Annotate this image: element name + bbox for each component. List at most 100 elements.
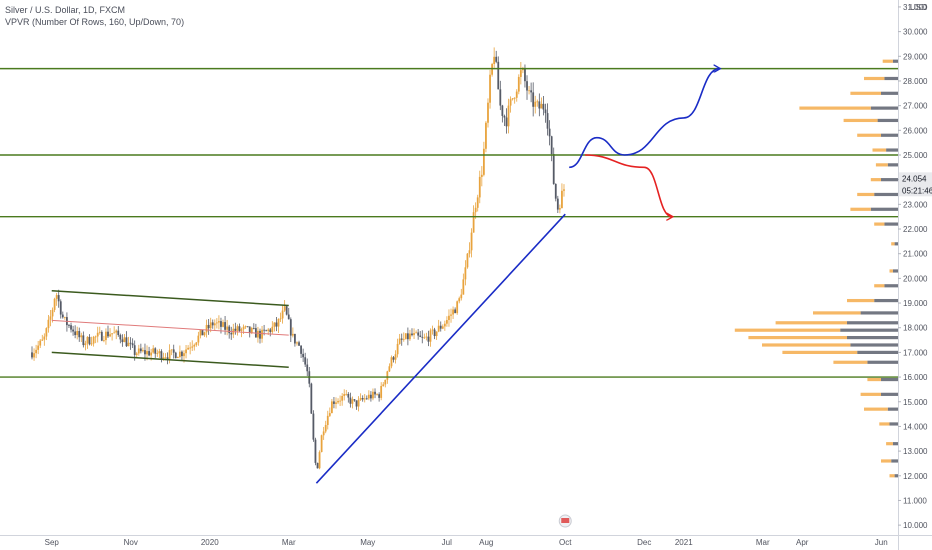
candle-body <box>386 371 389 380</box>
candle-body <box>355 400 358 407</box>
candle-body <box>517 76 520 92</box>
candle-body <box>125 337 128 347</box>
candle-body <box>33 353 35 358</box>
price-tick-label: 23.000 <box>903 200 928 209</box>
channel-upper-line[interactable] <box>51 289 289 307</box>
candle-body <box>349 397 352 404</box>
volume-profile-bar-up <box>833 360 868 364</box>
price-tick-label: 29.000 <box>903 52 928 61</box>
candle-body <box>530 90 533 93</box>
candle-body <box>187 347 190 350</box>
trendline[interactable] <box>315 213 566 484</box>
candle-body <box>174 352 177 359</box>
candle-body <box>142 350 144 352</box>
candle-body <box>316 462 319 469</box>
price-tick-label: 12.000 <box>903 472 928 481</box>
volume-profile-bar-up <box>857 192 875 197</box>
volume-profile-bar-down <box>867 360 898 364</box>
candle-body <box>271 326 274 333</box>
candle-body <box>246 326 249 328</box>
candle-body <box>357 399 360 407</box>
candle-body <box>464 267 467 280</box>
volume-profile-bar-up <box>748 335 847 340</box>
price-tick-label: 27.000 <box>903 102 928 111</box>
volume-profile-bar-down <box>886 148 898 152</box>
candle-body <box>300 345 302 354</box>
volume-profile-bar-up <box>860 392 881 396</box>
candle-body <box>178 351 181 358</box>
volume-profile-bar-down <box>870 106 898 110</box>
candle-body <box>76 331 79 336</box>
candle-body <box>55 295 58 299</box>
channel-mid-line[interactable] <box>51 319 289 336</box>
price-axis-panel[interactable] <box>898 0 932 550</box>
candle-body <box>326 415 329 426</box>
candle-body <box>328 413 331 416</box>
candle-body <box>437 325 440 332</box>
volume-profile-bar-up <box>874 222 885 226</box>
candle-body <box>538 101 541 109</box>
candle-body <box>298 342 300 346</box>
candle-body <box>524 68 526 82</box>
candle-body <box>131 343 134 346</box>
drawings[interactable] <box>51 69 720 484</box>
price-tick-label: 20.000 <box>903 274 928 283</box>
candle-body <box>419 335 422 337</box>
volume-profile-bar-down <box>891 459 898 463</box>
time-tick-label: 2021 <box>675 538 693 547</box>
candle-body <box>454 309 457 314</box>
time-tick-label: Aug <box>479 538 493 547</box>
candle-body <box>144 350 146 355</box>
price-tick-label: 28.000 <box>903 77 928 86</box>
candle-body <box>273 322 276 327</box>
channel-lower-line[interactable] <box>51 351 289 368</box>
candle-body <box>181 351 183 357</box>
candle-body <box>448 315 450 321</box>
candle-body <box>450 314 452 316</box>
candle-body <box>236 326 239 331</box>
volume-profile-bar-down <box>857 350 898 354</box>
candle-body <box>265 330 268 332</box>
candle-body <box>556 198 559 210</box>
candle-body <box>446 320 448 324</box>
volume-profile-bar-down <box>884 222 898 226</box>
candle-body <box>320 435 323 453</box>
candle-body <box>129 342 132 344</box>
candle-body <box>123 337 126 343</box>
volume-profile-bar-up <box>775 321 847 325</box>
candle-body <box>534 101 537 107</box>
candle-body <box>392 357 395 360</box>
volume-profile-bar-up <box>847 298 875 303</box>
candle-body <box>302 353 305 358</box>
volume-profile-bar-down <box>892 442 898 446</box>
candle-body <box>248 326 251 333</box>
candle-body <box>115 330 118 333</box>
candle-body <box>474 207 477 213</box>
volume-profile-bar-up <box>889 269 893 273</box>
candle-body <box>487 102 489 123</box>
candle-body <box>68 325 70 326</box>
candle-body <box>70 325 72 330</box>
candle-body <box>96 332 99 337</box>
candle-body <box>57 295 60 302</box>
candle-body <box>324 425 327 432</box>
candle-body <box>388 366 391 372</box>
volume-profile-bar-up <box>734 328 841 332</box>
candle-body <box>558 208 561 210</box>
candle-body <box>211 322 214 326</box>
candle-body <box>294 333 296 344</box>
candle-body <box>170 349 173 351</box>
volume-profile-bar-down <box>892 269 898 273</box>
candle-body <box>158 351 161 354</box>
candle-body <box>501 105 504 116</box>
projection-down-arrow[interactable] <box>584 154 672 217</box>
price-tick-label: 30.000 <box>903 28 928 37</box>
candle-body <box>117 330 120 336</box>
candle-body <box>45 328 48 337</box>
candle-body <box>86 336 89 344</box>
candle-body <box>277 319 280 327</box>
projection-up-arrow[interactable] <box>569 69 719 169</box>
candle-body <box>304 357 307 365</box>
